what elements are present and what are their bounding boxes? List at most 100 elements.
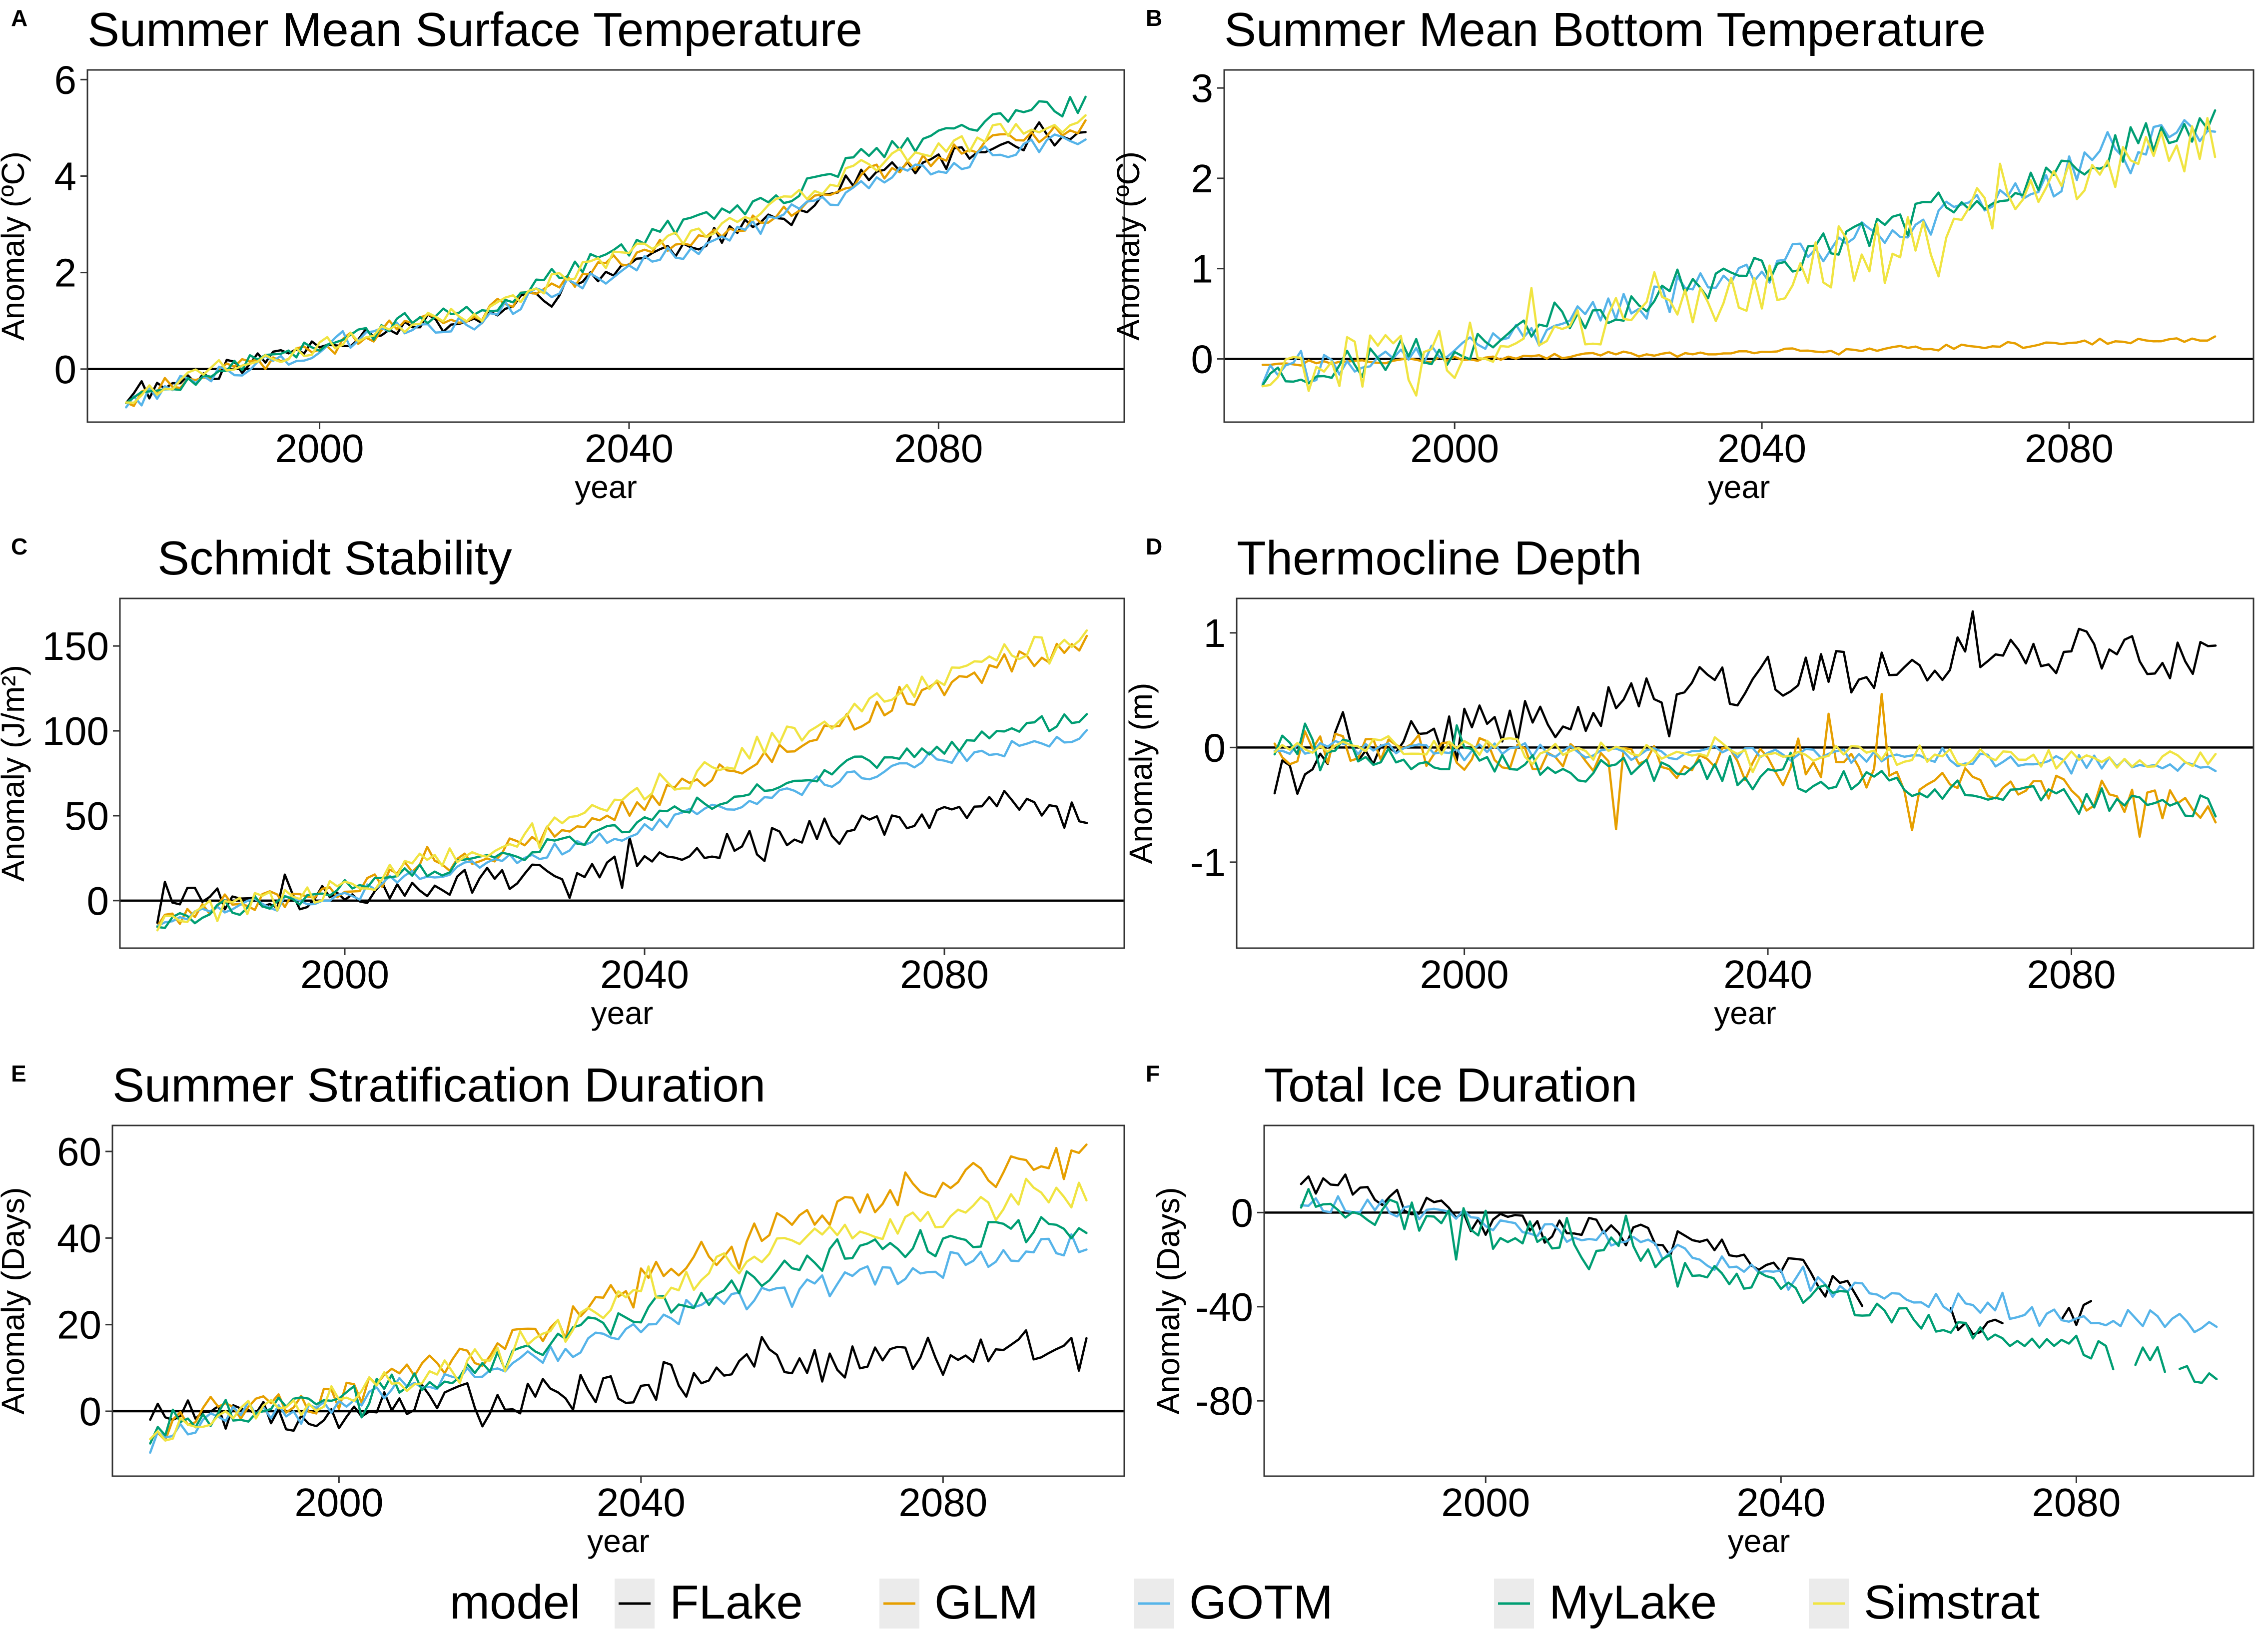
series-line-mylake	[1300, 1188, 2115, 1371]
legend-item-simstrat: Simstrat	[1809, 1576, 2040, 1629]
x-axis-title: year	[575, 469, 637, 505]
y-tick-label: 3	[1191, 66, 1214, 110]
series-group	[112, 1143, 1124, 1454]
panel-letter: D	[1146, 534, 1162, 559]
panel-letter: E	[11, 1061, 26, 1087]
y-tick-label: 40	[57, 1216, 101, 1260]
x-tick-label: 2000	[300, 952, 389, 997]
plot-frame	[1263, 1124, 2255, 1477]
legend-title: model	[450, 1576, 580, 1629]
legend-label: MyLake	[1549, 1576, 1717, 1629]
series-line-gotm	[149, 1233, 1088, 1454]
series-group	[1237, 610, 2254, 838]
panel-c: C Schmidt Stability 2000 2040 2080 0 50 100 150 y…	[0, 532, 1125, 1031]
panel-title: Schmidt Stability	[157, 532, 512, 585]
y-tick-label: 150	[42, 624, 109, 668]
panel-title: Summer Mean Bottom Temperature	[1224, 3, 1986, 56]
series-group	[87, 95, 1124, 409]
series-line-mylake	[2134, 1346, 2166, 1373]
plot-frame	[1223, 69, 2255, 423]
x-tick-label: 2000	[1410, 426, 1499, 471]
y-axis-title: Anomaly (m)	[1123, 683, 1159, 864]
series-line-flake	[149, 1329, 1088, 1432]
legend-item-gotm: GOTM	[1134, 1576, 1333, 1629]
series-group	[1224, 109, 2254, 397]
legend-label: GLM	[934, 1576, 1038, 1629]
y-tick-label: 6	[54, 57, 77, 102]
legend-label: GOTM	[1189, 1576, 1333, 1629]
legend-item-glm: GLM	[879, 1576, 1038, 1629]
series-line-simstrat	[149, 1177, 1088, 1442]
y-tick-label: 2	[1191, 156, 1214, 201]
series-line-mylake	[125, 95, 1087, 404]
x-tick-label: 2000	[1420, 952, 1509, 997]
y-axis-title: Anomaly (ºC)	[0, 151, 31, 341]
y-tick-label: 2	[54, 251, 77, 295]
legend-label: FLake	[670, 1576, 803, 1629]
y-tick-label: 100	[42, 709, 109, 753]
x-tick-label: 2080	[2032, 1480, 2121, 1525]
panel-letter: F	[1146, 1061, 1160, 1087]
y-tick-label: 0	[1191, 337, 1214, 381]
y-tick-label: -80	[1195, 1379, 1253, 1423]
panel-title: Summer Mean Surface Temperature	[87, 3, 862, 56]
panel-letter: A	[11, 5, 27, 31]
series-line-mylake	[149, 1216, 1088, 1445]
series-line-mylake	[1261, 109, 2217, 387]
x-tick-label: 2000	[275, 426, 364, 471]
x-axis-title: year	[591, 995, 654, 1031]
y-tick-label: 0	[1204, 725, 1226, 770]
series-line-simstrat	[156, 629, 1088, 932]
panel-f: F Total Ice Duration 2000 2040 2080 0 -40 -80 ye…	[1146, 1059, 2255, 1559]
x-axis-title: year	[587, 1523, 650, 1559]
panel-a: A Summer Mean Surface Temperature 2000 2040…	[0, 3, 1125, 505]
series-group	[1264, 1173, 2254, 1384]
panel-d: D Thermocline Depth 2000 2040 2080 1 0 -1 year An…	[1123, 532, 2255, 1031]
panel-letter: B	[1146, 5, 1162, 31]
x-tick-label: 2080	[2027, 952, 2116, 997]
series-line-mylake	[1273, 722, 2217, 818]
x-tick-label: 2040	[597, 1480, 686, 1525]
y-axis-title: Anomaly (ºC)	[1110, 151, 1146, 341]
y-axis-title: Anomaly (Days)	[1150, 1187, 1186, 1414]
x-tick-label: 2040	[585, 426, 674, 471]
x-tick-label: 2040	[600, 952, 689, 997]
panel-letter: C	[11, 534, 27, 559]
y-tick-label: 0	[87, 879, 109, 923]
x-tick-label: 2040	[1717, 426, 1806, 471]
series-line-simstrat	[1261, 117, 2217, 397]
legend: model FLake GLM GOTM MyLake Simstrat	[450, 1576, 2040, 1629]
y-axis-title: Anomaly (Days)	[0, 1187, 31, 1414]
y-tick-label: 20	[57, 1303, 101, 1347]
y-tick-label: 1	[1191, 247, 1214, 291]
series-line-flake	[156, 790, 1088, 924]
legend-item-flake: FLake	[615, 1576, 803, 1629]
series-line-simstrat	[1273, 735, 2217, 773]
x-tick-label: 2040	[1736, 1480, 1825, 1525]
series-line-flake	[1300, 1173, 1864, 1307]
y-axis-title: Anomaly (J/m²)	[0, 665, 31, 882]
series-line-simstrat	[125, 114, 1087, 404]
panel-title: Thermocline Depth	[1237, 532, 1642, 585]
series-group	[120, 629, 1124, 932]
x-tick-label: 2080	[900, 952, 989, 997]
plot-frame	[1236, 597, 2255, 949]
legend-label: Simstrat	[1864, 1576, 2040, 1629]
y-tick-label: 0	[79, 1389, 102, 1434]
series-line-gotm	[1273, 740, 2217, 775]
series-line-gotm	[125, 133, 1087, 409]
x-tick-label: 2080	[894, 426, 983, 471]
panel-title: Summer Stratification Duration	[112, 1059, 765, 1112]
x-axis-title: year	[1708, 469, 1770, 505]
x-axis-title: year	[1728, 1523, 1790, 1559]
y-tick-label: 0	[1231, 1190, 1254, 1235]
x-tick-label: 2080	[2025, 426, 2114, 471]
panel-title: Total Ice Duration	[1264, 1059, 1637, 1112]
plot-frame	[111, 1124, 1125, 1477]
plot-frame	[86, 69, 1125, 423]
x-axis-title: year	[1714, 995, 1776, 1031]
series-line-gotm	[156, 729, 1088, 928]
